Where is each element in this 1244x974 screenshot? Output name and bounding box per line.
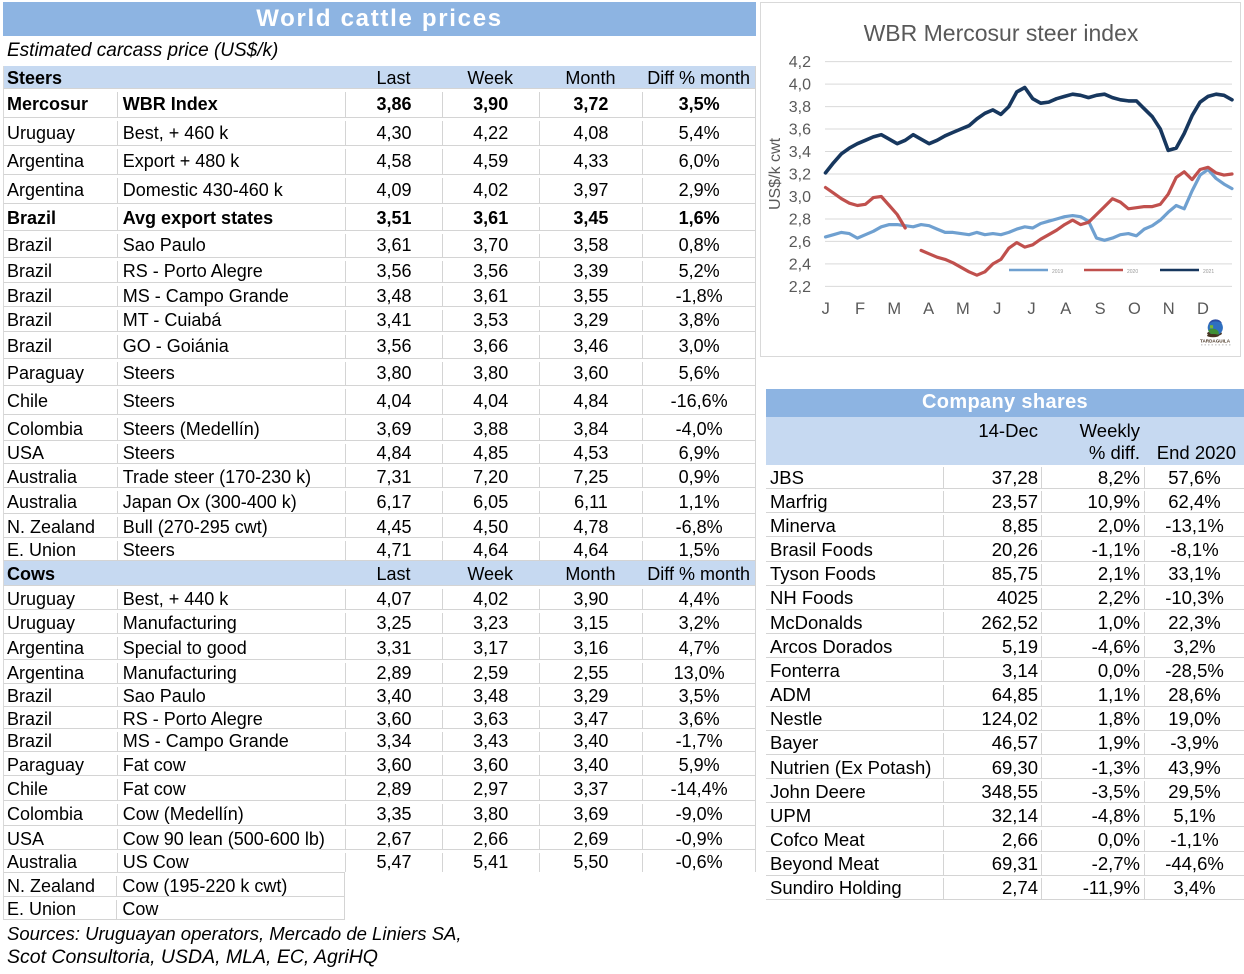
svg-text:4,2: 4,2 bbox=[789, 54, 811, 71]
svg-text:2,8: 2,8 bbox=[789, 212, 811, 229]
svg-text:TARDAGUILA: TARDAGUILA bbox=[1200, 339, 1231, 344]
svg-text:O: O bbox=[1128, 300, 1141, 318]
svg-text:A: A bbox=[923, 300, 934, 318]
svg-text:2020: 2020 bbox=[1127, 269, 1138, 275]
svg-text:4,0: 4,0 bbox=[789, 77, 811, 94]
svg-text:2,6: 2,6 bbox=[789, 234, 811, 251]
svg-text:3,8: 3,8 bbox=[789, 99, 811, 116]
svg-text:J: J bbox=[822, 300, 830, 318]
svg-text:2021: 2021 bbox=[1203, 269, 1214, 275]
svg-text:D: D bbox=[1197, 300, 1209, 318]
svg-text:2,2: 2,2 bbox=[789, 279, 811, 296]
svg-text:F: F bbox=[855, 300, 865, 318]
svg-text:N: N bbox=[1163, 300, 1175, 318]
svg-text:M: M bbox=[956, 300, 970, 318]
svg-text:J: J bbox=[993, 300, 1001, 318]
svg-text:2,4: 2,4 bbox=[789, 256, 811, 273]
svg-text:3,0: 3,0 bbox=[789, 189, 811, 206]
svg-text:3,4: 3,4 bbox=[789, 144, 811, 161]
svg-text:WBR Mercosur steer index: WBR Mercosur steer index bbox=[864, 20, 1139, 46]
svg-text:3,2: 3,2 bbox=[789, 167, 811, 184]
svg-text:US$/k cwt: US$/k cwt bbox=[767, 137, 784, 210]
svg-text:3,6: 3,6 bbox=[789, 122, 811, 139]
svg-text:2019: 2019 bbox=[1052, 269, 1063, 275]
svg-text:S: S bbox=[1095, 300, 1106, 318]
svg-text:A: A bbox=[1060, 300, 1071, 318]
svg-text:M: M bbox=[887, 300, 901, 318]
svg-text:J: J bbox=[1027, 300, 1035, 318]
